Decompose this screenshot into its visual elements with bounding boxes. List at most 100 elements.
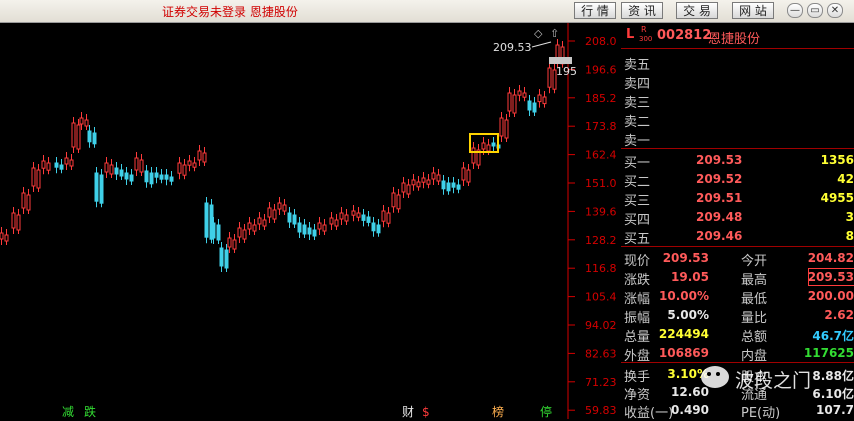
sell-level-label: 卖三 <box>624 96 651 111</box>
candle-body <box>16 214 21 231</box>
minimize-icon[interactable]: — <box>787 3 803 18</box>
close-icon[interactable]: ✕ <box>827 3 843 18</box>
candle-body <box>87 130 92 143</box>
candle-body <box>542 96 547 105</box>
watermark: 波段之门 <box>701 360 851 396</box>
stat-label: 外盘 <box>624 349 651 364</box>
candles-group <box>0 39 565 272</box>
stat-row: 振幅 5.00% 量比 2.62 <box>621 306 854 326</box>
candle-body <box>79 117 84 125</box>
price-tick-label: 128.2 <box>585 234 617 247</box>
buy-level-row[interactable]: 买五 209.46 8 <box>621 227 854 247</box>
candle-body <box>71 122 76 148</box>
stat-row: 涨跌 19.05 最高 209.53 <box>621 268 854 288</box>
candle-body <box>232 239 237 250</box>
event-marker[interactable]: 减 <box>62 405 74 419</box>
sell-level-row[interactable]: 卖三 <box>621 91 854 111</box>
stat-label-2: 总额 <box>741 330 768 345</box>
market-badge-top: R <box>641 25 647 34</box>
nav-button-news[interactable]: 资 讯 <box>621 2 663 19</box>
price-tick-label: 162.4 <box>585 149 617 162</box>
last-price-arrow <box>531 41 552 48</box>
sell-level-label: 卖一 <box>624 134 651 149</box>
candle-body <box>471 147 476 164</box>
nav-button-trade[interactable]: 交 易 <box>676 2 718 19</box>
candle-body <box>491 142 496 147</box>
sell-level-row[interactable]: 卖一 <box>621 129 854 149</box>
nav-button-quotes[interactable]: 行 情 <box>574 2 616 19</box>
sell-level-row[interactable]: 卖四 <box>621 72 854 92</box>
candle-body <box>169 176 174 182</box>
sell-level-row[interactable]: 卖二 <box>621 110 854 130</box>
sell-level-label: 卖四 <box>624 77 651 92</box>
stat-label-2: 最低 <box>741 292 768 307</box>
candle-body <box>164 174 169 180</box>
candle-body <box>431 172 436 180</box>
candle-body <box>436 174 441 182</box>
stat-label-2: 内盘 <box>741 349 768 364</box>
candle-body <box>59 164 64 170</box>
price-axis: 208.0 196.6 185.2 173.8 162.4 151.0 139.6 128.2… <box>568 35 617 417</box>
stat-label: 涨幅 <box>624 292 651 307</box>
candle-body <box>361 214 366 221</box>
nav-button-website[interactable]: 网 站 <box>732 2 774 19</box>
candle-body <box>267 207 272 218</box>
candle-body <box>197 150 202 161</box>
stat-value-2: 107.7 <box>816 403 854 417</box>
candle-body <box>302 224 307 235</box>
buy-level-row[interactable]: 买三 209.51 4955 <box>621 189 854 209</box>
candle-body <box>114 167 119 175</box>
candle-body <box>237 227 242 238</box>
buy-level-price: 209.46 <box>696 229 743 243</box>
buy-level-label: 买一 <box>624 156 651 171</box>
candle-body <box>334 219 339 227</box>
event-marker[interactable]: 榜 <box>492 404 504 419</box>
event-marker[interactable]: 财 <box>402 405 414 419</box>
stock-name: 恩捷股份 <box>708 32 761 47</box>
event-marker[interactable]: $ <box>422 405 430 419</box>
divider <box>621 148 854 149</box>
candle-body <box>376 224 381 234</box>
stat-value: 5.00% <box>667 308 709 322</box>
candle-body <box>356 212 361 218</box>
candle-body <box>391 192 396 208</box>
diamond-icon[interactable]: ◇ <box>534 27 543 40</box>
up-arrow-icon[interactable]: ⇧ <box>550 27 559 40</box>
stock-prefix: L <box>626 27 635 42</box>
sell-level-row[interactable]: 卖五 <box>621 53 854 73</box>
event-marker[interactable]: 停 <box>540 404 552 419</box>
buy-level-volume: 4955 <box>820 191 854 205</box>
candle-body <box>64 157 69 165</box>
buy-level-row[interactable]: 买二 209.52 42 <box>621 170 854 190</box>
stat-row: 总量 224494 总额 46.7亿 <box>621 325 854 345</box>
candle-body <box>211 222 216 239</box>
price-tick-label: 94.02 <box>585 319 617 332</box>
stat-label-2: PE(动) <box>741 406 781 421</box>
buy-level-row[interactable]: 买一 209.53 1356 <box>621 151 854 171</box>
candle-body <box>344 214 349 222</box>
kline-chart[interactable]: 208.0 196.6 185.2 173.8 162.4 151.0 139.6 128.2… <box>0 23 621 419</box>
restore-icon[interactable]: ▭ <box>807 3 823 18</box>
highlight-box <box>469 133 499 153</box>
buy-level-label: 买五 <box>624 232 651 247</box>
candle-body <box>512 94 517 114</box>
candle-body <box>216 224 221 241</box>
stat-label: 振幅 <box>624 311 651 326</box>
buy-level-price: 209.51 <box>696 191 743 205</box>
price-tick-label: 208.0 <box>585 35 617 48</box>
candle-body <box>69 159 74 167</box>
stat-value: 19.05 <box>671 270 709 284</box>
candle-body <box>517 90 522 96</box>
candle-body <box>351 210 356 216</box>
stat-label: 现价 <box>624 254 651 269</box>
candle-body <box>522 92 527 98</box>
candle-body <box>41 160 46 169</box>
stat-label: 涨跌 <box>624 273 651 288</box>
candle-body <box>202 152 207 163</box>
candle-body <box>547 67 552 88</box>
candle-body <box>192 162 197 168</box>
candle-body <box>466 169 471 183</box>
event-marker[interactable]: 跌 <box>84 404 96 419</box>
buy-level-row[interactable]: 买四 209.48 3 <box>621 208 854 228</box>
stat-value-2: 2.62 <box>824 308 854 322</box>
